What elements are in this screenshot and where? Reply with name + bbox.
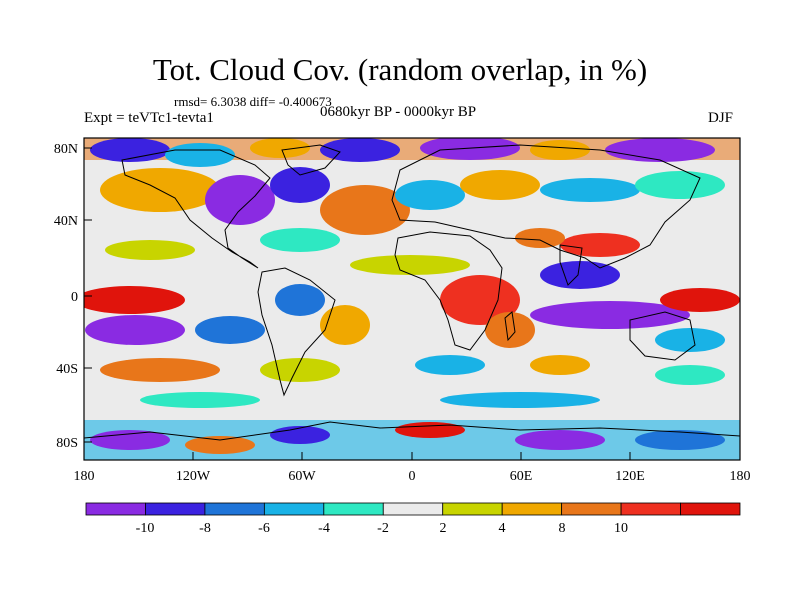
colorbar-label: -8 [199,521,211,536]
colorbar-cells [85,502,741,516]
lon-tick-label: 60E [510,469,533,484]
colorbar-label: 8 [559,521,566,536]
colorbar-cell [680,502,741,516]
lon-tick-label: 120E [615,469,645,484]
colorbar-cell [263,502,325,516]
lon-tick-label: 180 [74,469,95,484]
colorbar-label: -6 [258,521,270,536]
lat-tick-label: 40S [56,362,78,377]
colorbar: -10 -8 -6 -4 -2 2 4 8 10 [85,502,741,536]
coastline-greenland [281,144,341,176]
coastline-africa [394,231,503,351]
lat-tick-label: 80S [56,436,78,451]
season-label: DJF [708,110,734,126]
lon-tick-label: 180 [730,469,751,484]
coastline-eurasia [391,144,701,269]
colorbar-cell [501,502,563,516]
coastlines [84,144,740,441]
colorbar-label: 4 [499,521,506,536]
lat-tick-label: 0 [71,290,78,305]
coastline-india [559,244,583,286]
colorbar-label: 10 [614,521,628,536]
colorbar-label: 2 [440,521,447,536]
coastline-antarctica [84,421,740,441]
colorbar-labels: -10 -8 -6 -4 -2 2 4 8 10 [136,521,628,536]
lat-tick-label: 40N [54,214,78,229]
lat-tick-label: 80N [54,142,78,157]
colorbar-cell [561,502,622,516]
stats-text: rmsd= 6.3038 diff= -0.400673 [174,94,332,109]
colorbar-cell [323,502,384,516]
colorbar-cell [145,502,206,516]
colorbar-cell [204,502,265,516]
colorbar-cell [85,502,146,516]
coastline-madagascar [504,311,516,342]
lon-axis: 180 120W 60W 0 60E 120E 180 [74,452,751,484]
colorbar-cell [620,502,681,516]
map-title: Tot. Cloud Cov. (random overlap, in %) [152,52,648,87]
lon-tick-label: 60W [288,469,316,484]
coastline-south-america [257,267,336,397]
colorbar-label: -2 [377,521,389,536]
colorbar-cell [382,502,444,516]
colorbar-label: -4 [318,521,330,536]
period-label: 0680kyr BP - 0000kyr BP [320,104,477,120]
colorbar-label: -10 [136,521,155,536]
lon-tick-label: 0 [409,469,416,484]
colorbar-cell [442,502,503,516]
coastline-australia [629,311,696,361]
lon-tick-label: 120W [176,469,211,484]
experiment-label: Expt = teVTc1-tevta1 [84,110,214,126]
map-panel [84,138,740,460]
coastline-north-america [121,149,271,269]
lat-axis: 80N 40N 0 40S 80S [54,142,92,451]
